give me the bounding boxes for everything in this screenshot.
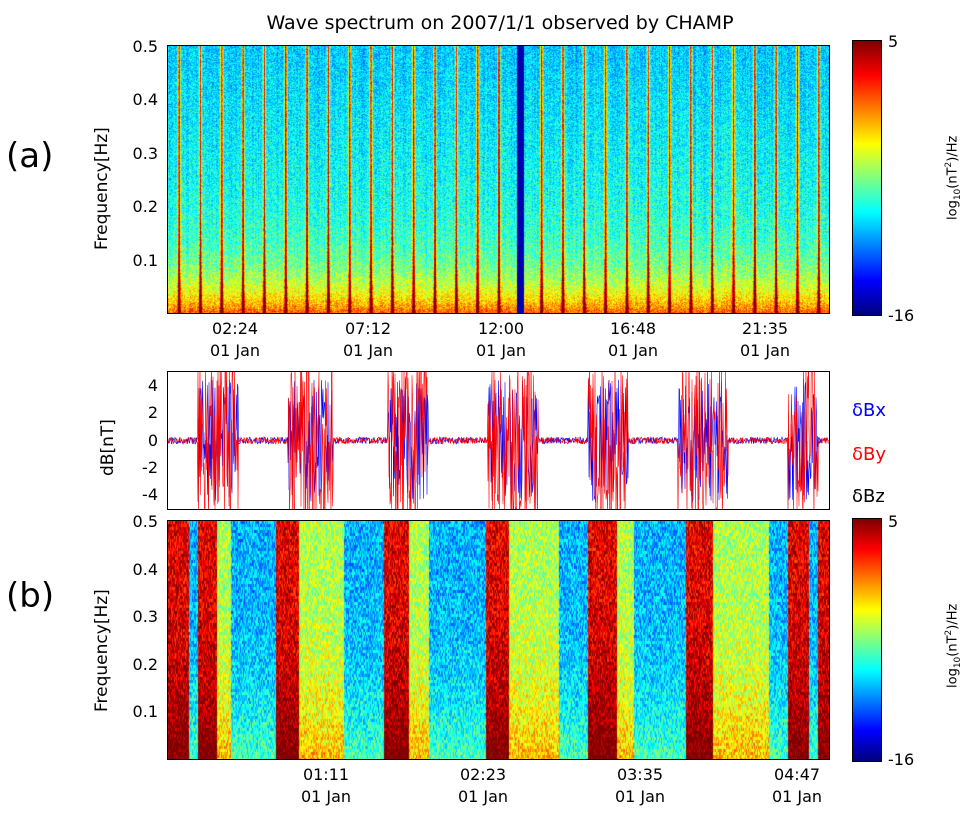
panel-b-ytick-3: 0.2 bbox=[132, 654, 158, 674]
panel-a-ytick-2: 0.3 bbox=[132, 143, 158, 163]
colorbar-a-gradient bbox=[853, 41, 881, 315]
panel-a-xtick-1: 07:12 01 Jan bbox=[342, 319, 394, 360]
panel-b-xtick-1: 02:23 01 Jan bbox=[457, 765, 509, 806]
legend-dBy: δBy bbox=[852, 444, 887, 465]
panel-a-plot bbox=[167, 45, 830, 314]
panel-b-heatmap bbox=[168, 521, 829, 759]
panel-a-ytick-3: 0.2 bbox=[132, 197, 158, 217]
panel-b-ytick-2: 0.3 bbox=[132, 607, 158, 627]
panel-label-a: (a) bbox=[6, 136, 54, 176]
dB-ytick-2: 0 bbox=[147, 430, 158, 450]
colorbar-b bbox=[852, 518, 882, 762]
colorbar-b-min: -16 bbox=[888, 750, 915, 769]
colorbar-a bbox=[852, 40, 882, 316]
panel-a-ytick-1: 0.4 bbox=[132, 90, 158, 110]
dB-ytick-3: -2 bbox=[142, 457, 158, 477]
chart-title: Wave spectrum on 2007/1/1 observed by CH… bbox=[266, 12, 734, 34]
colorbar-b-gradient bbox=[853, 519, 881, 761]
panel-b-ylabel: Frequency[Hz] bbox=[92, 589, 112, 712]
dB-ylabel: dB[nT] bbox=[98, 419, 118, 476]
panel-b-ytick-0: 0.5 bbox=[132, 512, 158, 531]
panel-b-xtick-0: 01:11 01 Jan bbox=[300, 765, 352, 806]
dBy-trace bbox=[168, 372, 829, 509]
colorbar-a-label: log10(nT2)/Hz bbox=[944, 135, 963, 220]
panel-a-ytick-0: 0.5 bbox=[132, 37, 158, 56]
panel-a-xtick-3: 16:48 01 Jan bbox=[607, 319, 659, 360]
colorbar-a-max: 5 bbox=[888, 32, 899, 51]
panel-a-xtick-0: 02:24 01 Jan bbox=[209, 319, 261, 360]
panel-b-plot bbox=[167, 520, 830, 760]
colorbar-a-min: -16 bbox=[888, 306, 915, 325]
panel-a-heatmap bbox=[168, 46, 829, 313]
panel-b-xtick-2: 03:35 01 Jan bbox=[614, 765, 666, 806]
panel-b-xtick-3: 04:47 01 Jan bbox=[771, 765, 823, 806]
panel-a-xtick-4: 21:35 01 Jan bbox=[739, 319, 791, 360]
panel-a-ylabel: Frequency[Hz] bbox=[92, 127, 112, 250]
dB-ytick-0: 4 bbox=[147, 375, 158, 395]
panel-a-xtick-2: 12:00 01 Jan bbox=[475, 319, 527, 360]
dB-plot bbox=[167, 371, 830, 510]
colorbar-b-max: 5 bbox=[888, 512, 899, 531]
panel-a-ytick-4: 0.1 bbox=[132, 250, 158, 270]
dB-ytick-4: -4 bbox=[142, 485, 158, 505]
panel-label-b: (b) bbox=[6, 576, 55, 616]
colorbar-b-label: log10(nT2)/Hz bbox=[944, 603, 963, 688]
panel-b-ytick-4: 0.1 bbox=[132, 702, 158, 722]
legend-dBx: δBx bbox=[852, 400, 887, 421]
dB-traces bbox=[168, 372, 829, 509]
legend-dBz: δBz bbox=[852, 486, 885, 507]
panel-b-ytick-1: 0.4 bbox=[132, 559, 158, 579]
dB-ytick-1: 2 bbox=[147, 403, 158, 423]
